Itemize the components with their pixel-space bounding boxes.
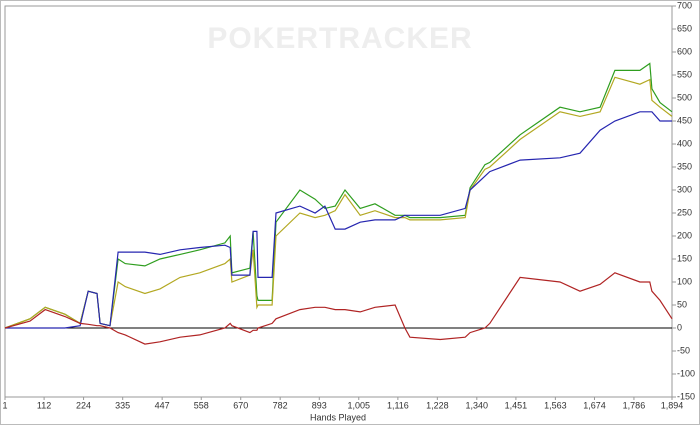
x-tick-label: 335: [115, 400, 130, 410]
y-tick-label: -150: [677, 391, 695, 401]
y-tick-label: 100: [677, 276, 692, 286]
x-tick-label: 1: [2, 400, 7, 410]
y-tick-label: 250: [677, 207, 692, 217]
x-tick-label: 1,894: [661, 400, 684, 410]
y-tick-label: 400: [677, 138, 692, 148]
x-tick-label: 1,451: [505, 400, 528, 410]
y-tick-label: 50: [677, 299, 687, 309]
series-line: [4, 272, 673, 345]
y-tick-label: 650: [677, 23, 692, 33]
x-tick-label: 893: [312, 400, 327, 410]
x-axis-label: Hands Played: [310, 412, 366, 422]
y-tick-label: 150: [677, 253, 692, 263]
series-line: [5, 111, 672, 329]
y-tick-label: 450: [677, 115, 692, 125]
x-tick-label: 1,228: [426, 400, 449, 410]
x-tick-label: 112: [37, 400, 51, 410]
x-tick-label: 670: [233, 400, 248, 410]
x-tick-label: 224: [76, 400, 91, 410]
x-tick-label: 1,340: [466, 400, 489, 410]
y-tick-label: 200: [677, 230, 692, 240]
x-tick-label: 1,116: [387, 400, 409, 410]
x-tick-label: 1,786: [623, 400, 646, 410]
y-tick-label: 600: [677, 46, 692, 56]
x-tick-label: 447: [155, 400, 170, 410]
x-tick-label: 1,563: [544, 400, 567, 410]
y-tick-label: -50: [677, 345, 690, 355]
watermark: POKERTRACKER: [207, 22, 472, 55]
plot-area: [4, 5, 673, 398]
y-tick-label: 500: [677, 92, 692, 102]
x-tick-label: 1,005: [347, 400, 370, 410]
y-tick-label: 0: [677, 322, 682, 332]
x-tick-label: 1,674: [583, 400, 606, 410]
y-tick-label: 700: [677, 0, 692, 10]
y-tick-label: 300: [677, 184, 692, 194]
y-tick-label: 550: [677, 69, 692, 79]
x-tick-label: 558: [194, 400, 209, 410]
y-tick-label: -100: [677, 368, 695, 378]
y-tick-label: 350: [677, 161, 692, 171]
x-tick-label: 782: [273, 400, 288, 410]
